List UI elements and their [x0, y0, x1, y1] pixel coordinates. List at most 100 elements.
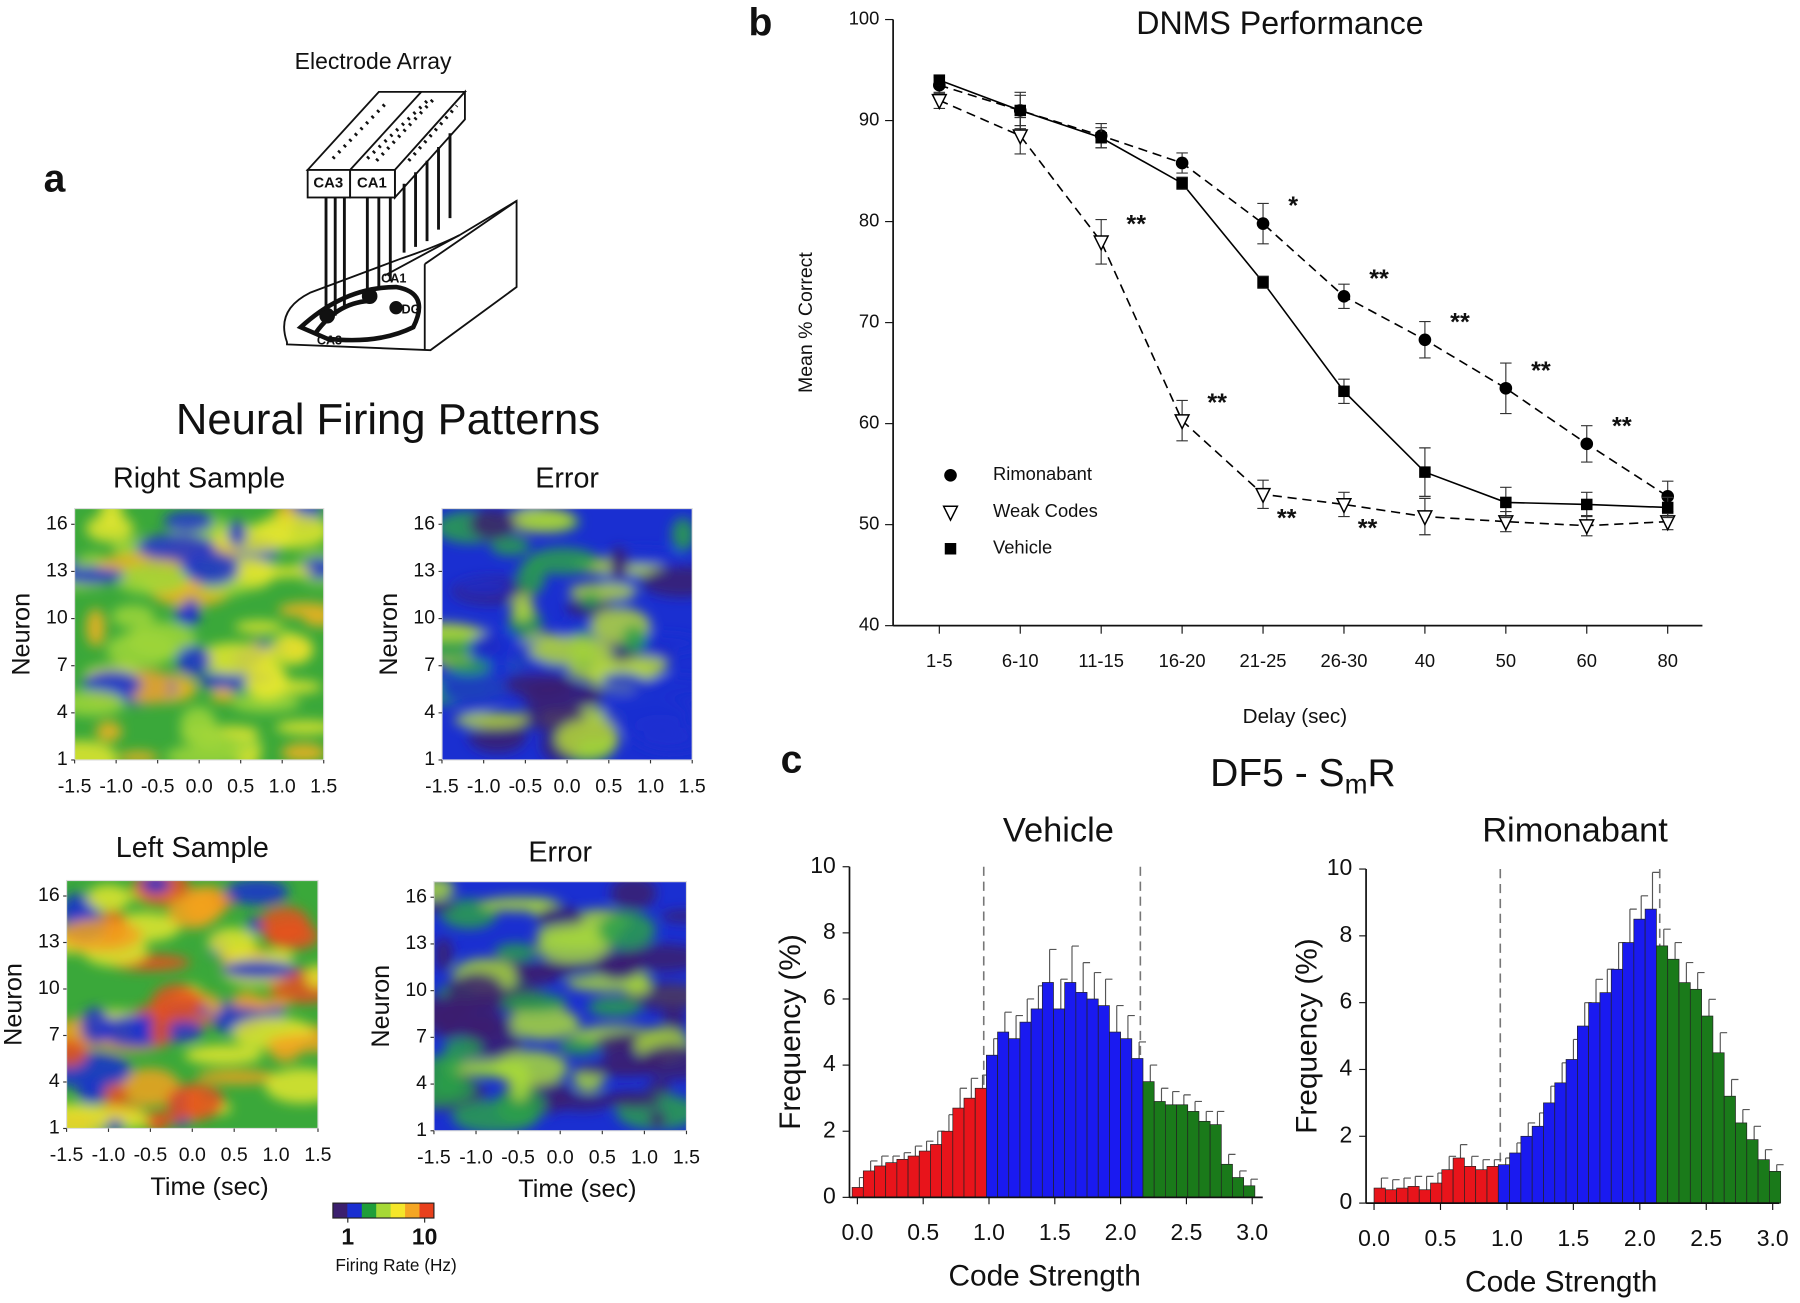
error-bar — [1493, 1159, 1502, 1167]
error-bar — [1172, 1090, 1180, 1105]
x-tick-label: 1.0 — [973, 1219, 1005, 1245]
heatmap-blob — [624, 656, 668, 677]
bar — [941, 1130, 954, 1198]
heatmap-blob — [610, 881, 657, 911]
marker — [1174, 414, 1191, 431]
error-bar — [1071, 945, 1079, 983]
marker — [933, 74, 946, 86]
heatmap-blob — [523, 681, 597, 713]
bar — [963, 1097, 976, 1198]
heatmap-blob — [227, 520, 247, 548]
y-tick-label: 4 — [416, 1072, 427, 1094]
heatmap-blob — [640, 565, 693, 597]
y-tick-label: 8 — [1340, 921, 1353, 947]
x-tick-label: 0.0 — [179, 1144, 206, 1166]
x-tick-label: 1.0 — [263, 1144, 290, 1166]
bar — [1667, 958, 1680, 1204]
heatmap-blob — [118, 751, 159, 760]
bar — [1735, 1122, 1748, 1204]
bar — [952, 1107, 965, 1198]
marker — [1578, 519, 1595, 536]
x-tick-label: 50 — [1496, 650, 1516, 671]
heatmap-blob — [114, 563, 189, 595]
x-tick-label: -1.0 — [92, 1144, 126, 1166]
x-tick-label: 1.0 — [1491, 1225, 1523, 1251]
heatmap-blob — [433, 881, 455, 902]
panel-title: Neural Firing Patterns — [176, 396, 600, 444]
heatmap-blob — [163, 511, 215, 533]
heatmap-blob — [446, 972, 505, 1011]
y-tick-label: 7 — [57, 654, 68, 676]
heatmap-blob — [77, 1081, 106, 1105]
error-bar — [1116, 1005, 1124, 1033]
heatmap-blob — [660, 910, 687, 923]
heatmap-blob — [210, 687, 235, 703]
heatmap — [66, 880, 318, 1129]
bar — [1599, 992, 1612, 1204]
error-bar — [1426, 1175, 1434, 1190]
y-tick-label: 4 — [49, 1070, 60, 1092]
heatmap-blob — [640, 1043, 687, 1080]
x-axis-label: Time (sec) — [150, 1173, 268, 1201]
heatmap-blob — [468, 508, 517, 541]
x-tick-label: -1.0 — [467, 776, 501, 798]
bar — [1041, 982, 1054, 1198]
y-tick-label: 10 — [413, 607, 435, 629]
heatmap-blob — [574, 1063, 655, 1077]
error-bar — [1776, 1164, 1784, 1172]
x-tick-label: -1.0 — [459, 1146, 493, 1168]
heatmap-blob — [141, 880, 171, 895]
bar — [1678, 982, 1691, 1204]
bar — [1176, 1104, 1189, 1198]
significance-label: ** — [1369, 265, 1389, 293]
error-bar — [1082, 962, 1091, 993]
error-bar — [1448, 1155, 1457, 1170]
y-tick-label: 0 — [1340, 1188, 1353, 1214]
marker — [1416, 510, 1433, 527]
heatmap-blob — [552, 1093, 613, 1111]
error-bar — [1392, 1179, 1400, 1190]
marker — [1500, 496, 1512, 509]
heatmap-blob — [433, 1055, 464, 1074]
bar — [1644, 908, 1657, 1204]
heatmap-blob — [86, 884, 131, 912]
heatmap-title: Right Sample — [113, 462, 285, 494]
marker — [1095, 132, 1107, 144]
marker — [1337, 290, 1351, 303]
y-tick-label: 2 — [823, 1116, 836, 1142]
error-bar — [1228, 1153, 1236, 1165]
heatmap-blob — [459, 1014, 514, 1037]
heatmap-blob — [106, 631, 177, 668]
error-bar — [1459, 1144, 1468, 1159]
y-axis-label: Neuron — [0, 963, 28, 1046]
y-axis-label: Neuron — [8, 593, 36, 676]
x-tick-label: 0.5 — [595, 776, 622, 798]
error-bar — [1093, 971, 1102, 999]
marker — [1014, 104, 1026, 117]
heatmap — [441, 508, 693, 760]
heatmap-blob — [184, 1044, 263, 1065]
bar — [874, 1165, 887, 1198]
heatmap-blob — [214, 524, 293, 553]
error-bar — [1239, 1170, 1247, 1178]
marker — [1256, 217, 1270, 230]
heatmap-blob — [501, 993, 568, 1013]
x-tick-label: -1.5 — [425, 776, 459, 798]
bar — [1509, 1152, 1522, 1204]
diagram-label: CA1 — [357, 175, 387, 192]
bar — [1441, 1169, 1454, 1204]
y-tick-label: 4 — [57, 701, 68, 723]
significance-label: ** — [1207, 389, 1227, 417]
x-tick-label: 1.5 — [1557, 1225, 1589, 1251]
heatmap-blob — [225, 880, 289, 906]
error-bar — [914, 1145, 923, 1157]
heatmap-blob — [513, 963, 560, 986]
title-part: DF5 - S — [1210, 752, 1344, 795]
heatmap-blob — [181, 597, 201, 627]
heatmap-blob — [111, 604, 155, 628]
array-divider — [349, 91, 422, 171]
panel-label: a — [44, 158, 66, 201]
x-tick-label: 1-5 — [926, 650, 953, 671]
error-bar — [1194, 1100, 1202, 1112]
y-tick-label: 50 — [859, 512, 879, 533]
